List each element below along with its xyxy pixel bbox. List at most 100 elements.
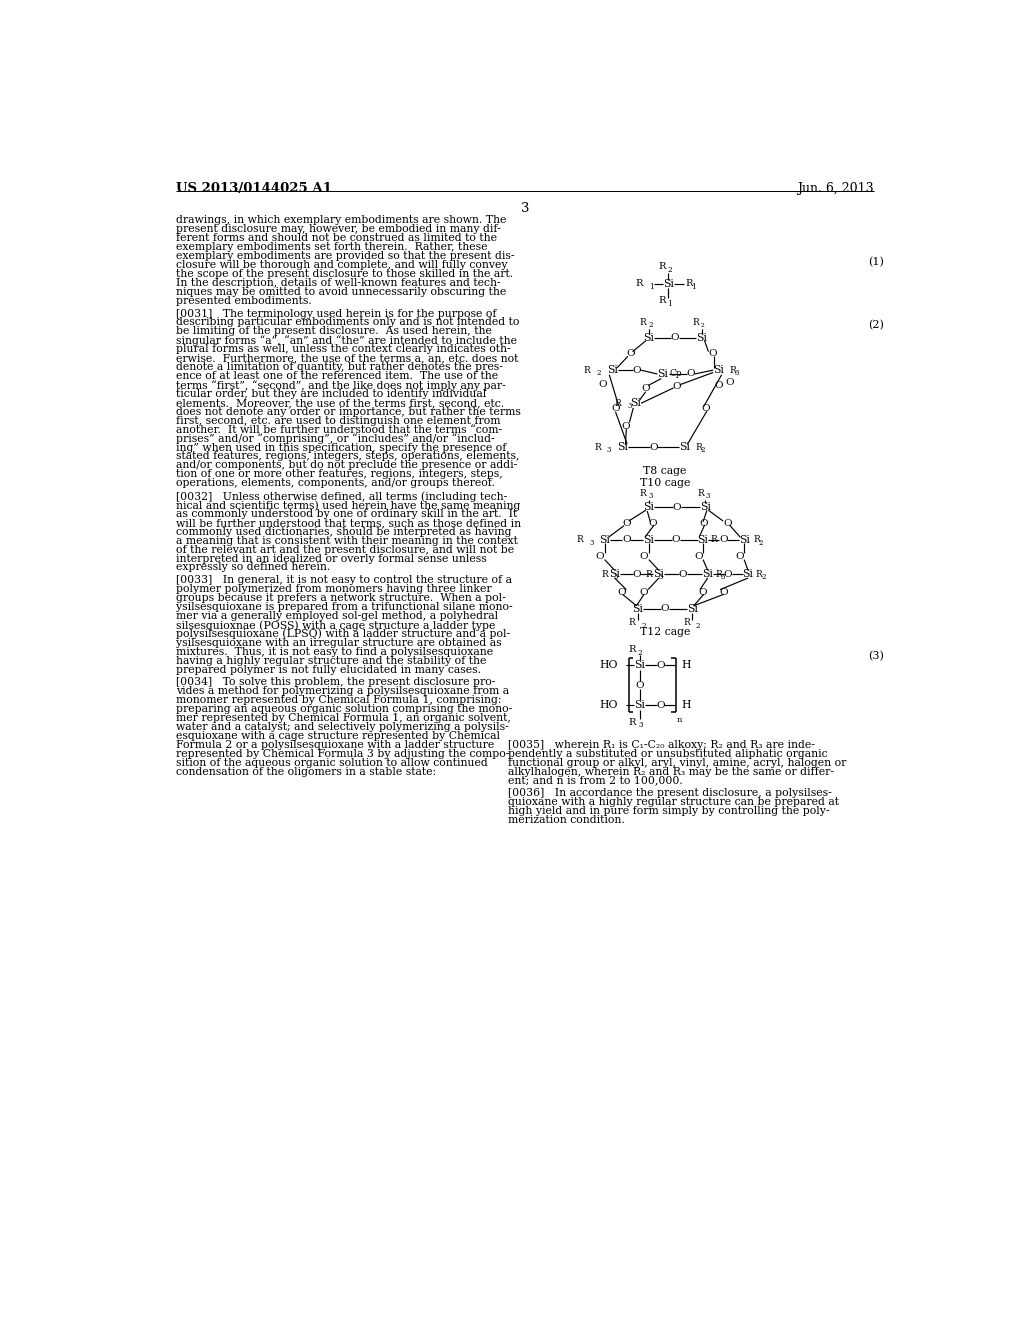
Text: 1: 1 <box>690 282 695 290</box>
Text: 3: 3 <box>628 403 632 411</box>
Text: ence of at least one of the referenced item.  The use of the: ence of at least one of the referenced i… <box>176 371 498 381</box>
Text: 2: 2 <box>597 370 601 378</box>
Text: O: O <box>671 334 680 342</box>
Text: [0034]   To solve this problem, the present disclosure pro-: [0034] To solve this problem, the presen… <box>176 677 496 688</box>
Text: R: R <box>646 570 652 578</box>
Text: 3: 3 <box>638 721 642 729</box>
Text: R: R <box>754 535 760 544</box>
Text: Si: Si <box>700 502 711 512</box>
Text: quioxane with a highly regular structure can be prepared at: quioxane with a highly regular structure… <box>508 797 839 808</box>
Text: operations, elements, components, and/or groups thereof.: operations, elements, components, and/or… <box>176 478 495 488</box>
Text: Si: Si <box>634 660 645 671</box>
Text: Si: Si <box>607 366 617 375</box>
Text: [0031]   The terminology used herein is for the purpose of: [0031] The terminology used herein is fo… <box>176 309 497 318</box>
Text: Si: Si <box>633 603 643 614</box>
Text: R: R <box>683 618 690 627</box>
Text: 2: 2 <box>695 622 699 630</box>
Text: R: R <box>615 399 622 408</box>
Text: does not denote any order or importance, but rather the terms: does not denote any order or importance,… <box>176 407 521 417</box>
Text: [0032]   Unless otherwise defined, all terms (including tech-: [0032] Unless otherwise defined, all ter… <box>176 491 507 502</box>
Text: (1): (1) <box>867 257 884 267</box>
Text: preparing an aqueous organic solution comprising the mono-: preparing an aqueous organic solution co… <box>176 704 512 714</box>
Text: O: O <box>656 701 665 710</box>
Text: O: O <box>673 503 681 512</box>
Text: O: O <box>617 589 626 597</box>
Text: niques may be omitted to avoid unnecessarily obscuring the: niques may be omitted to avoid unnecessa… <box>176 286 506 297</box>
Text: pendently a substituted or unsubstituted aliphatic organic: pendently a substituted or unsubstituted… <box>508 748 827 759</box>
Text: R: R <box>640 488 646 498</box>
Text: 2: 2 <box>648 322 652 330</box>
Text: will be further understood that terms, such as those defined in: will be further understood that terms, s… <box>176 517 521 528</box>
Text: Cp: Cp <box>670 370 682 379</box>
Text: (3): (3) <box>867 651 884 661</box>
Text: as commonly understood by one of ordinary skill in the art.  It: as commonly understood by one of ordinar… <box>176 510 517 519</box>
Text: O: O <box>709 350 718 359</box>
Text: O: O <box>698 589 708 597</box>
Text: ent; and n is from 2 to 100,000.: ent; and n is from 2 to 100,000. <box>508 775 683 785</box>
Text: O: O <box>725 378 734 387</box>
Text: O: O <box>599 380 607 388</box>
Text: polysilsesquioxane (LPSQ) with a ladder structure and a pol-: polysilsesquioxane (LPSQ) with a ladder … <box>176 628 510 639</box>
Text: O: O <box>633 366 641 375</box>
Text: Si: Si <box>713 366 724 375</box>
Text: O: O <box>611 404 620 413</box>
Text: Si: Si <box>702 569 713 579</box>
Text: O: O <box>648 519 657 528</box>
Text: HO: HO <box>599 660 617 671</box>
Text: Si: Si <box>738 535 750 545</box>
Text: R: R <box>658 297 666 305</box>
Text: US 2013/0144025 A1: US 2013/0144025 A1 <box>176 182 332 194</box>
Text: 2: 2 <box>700 323 705 327</box>
Text: water and a catalyst; and selectively polymerizing a polysils-: water and a catalyst; and selectively po… <box>176 722 509 733</box>
Text: silsesquioxnae (POSS) with a cage structure a ladder type: silsesquioxnae (POSS) with a cage struct… <box>176 620 496 631</box>
Text: O: O <box>632 570 641 578</box>
Text: O: O <box>622 422 630 430</box>
Text: terms “first”, “second”, and the like does not imply any par-: terms “first”, “second”, and the like do… <box>176 380 506 391</box>
Text: esquioxane with a cage structure represented by Chemical: esquioxane with a cage structure represe… <box>176 731 500 741</box>
Text: O: O <box>656 660 665 669</box>
Text: [0033]   In general, it is not easy to control the structure of a: [0033] In general, it is not easy to con… <box>176 576 512 585</box>
Text: ing” when used in this specification, specify the presence of: ing” when used in this specification, sp… <box>176 442 507 453</box>
Text: Si: Si <box>657 370 669 379</box>
Text: O: O <box>641 384 650 393</box>
Text: mer via a generally employed sol-gel method, a polyhedral: mer via a generally employed sol-gel met… <box>176 611 498 620</box>
Text: monomer represented by Chemical Formula 1, comprising:: monomer represented by Chemical Formula … <box>176 696 502 705</box>
Text: prepared polymer is not fully elucidated in many cases.: prepared polymer is not fully elucidated… <box>176 664 481 675</box>
Text: alkylhalogen, wherein R₂ and R₃ may be the same or differ-: alkylhalogen, wherein R₂ and R₃ may be t… <box>508 767 834 776</box>
Text: Si: Si <box>643 535 654 545</box>
Text: O: O <box>686 370 695 379</box>
Text: 2: 2 <box>638 648 643 657</box>
Text: Si: Si <box>679 442 690 453</box>
Text: O: O <box>660 605 670 614</box>
Text: expressly so defined herein.: expressly so defined herein. <box>176 562 331 573</box>
Text: represented by Chemical Formula 3 by adjusting the compo-: represented by Chemical Formula 3 by adj… <box>176 748 509 759</box>
Text: T8 cage: T8 cage <box>643 466 687 477</box>
Text: R: R <box>685 280 692 288</box>
Text: (2): (2) <box>867 321 884 330</box>
Text: R: R <box>711 535 718 544</box>
Text: drawings, in which exemplary embodiments are shown. The: drawings, in which exemplary embodiments… <box>176 215 507 226</box>
Text: O: O <box>622 519 631 528</box>
Text: O: O <box>719 535 727 544</box>
Text: n: n <box>677 715 682 723</box>
Text: R: R <box>716 570 722 578</box>
Text: the scope of the present disclosure to those skilled in the art.: the scope of the present disclosure to t… <box>176 269 513 279</box>
Text: O: O <box>719 589 727 597</box>
Text: 2: 2 <box>700 446 706 454</box>
Text: Si: Si <box>634 700 645 710</box>
Text: Si: Si <box>609 569 621 579</box>
Text: O: O <box>649 442 657 451</box>
Text: R: R <box>695 442 702 451</box>
Text: having a highly regular structure and the stability of the: having a highly regular structure and th… <box>176 656 486 665</box>
Text: be limiting of the present disclosure.  As used herein, the: be limiting of the present disclosure. A… <box>176 326 492 337</box>
Text: 2: 2 <box>668 267 672 275</box>
Text: sition of the aqueous organic solution to allow continued: sition of the aqueous organic solution t… <box>176 758 487 768</box>
Text: stated features, regions, integers, steps, operations, elements,: stated features, regions, integers, step… <box>176 451 519 462</box>
Text: functional group or alkyl, aryl, vinyl, amine, acryl, halogen or: functional group or alkyl, aryl, vinyl, … <box>508 758 846 768</box>
Text: closure will be thorough and complete, and will fully convey: closure will be thorough and complete, a… <box>176 260 508 271</box>
Text: R: R <box>629 718 636 726</box>
Text: H: H <box>681 660 691 671</box>
Text: and/or components, but do not preclude the presence or addi-: and/or components, but do not preclude t… <box>176 461 517 470</box>
Text: T12 cage: T12 cage <box>640 627 690 636</box>
Text: Formula 2 or a polysilsesquioxane with a ladder structure: Formula 2 or a polysilsesquioxane with a… <box>176 741 495 750</box>
